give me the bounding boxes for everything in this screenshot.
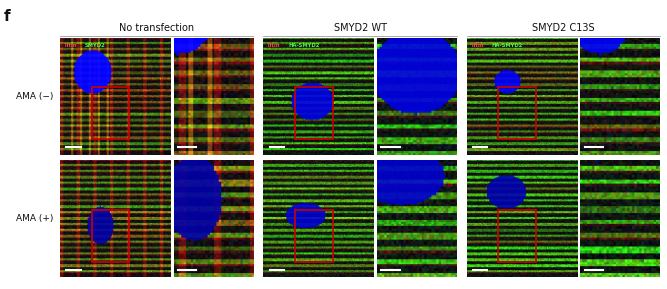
Text: AMA (−): AMA (−) (16, 92, 53, 101)
Bar (498, 87, 536, 139)
Text: Titin: Titin (266, 43, 279, 48)
Bar (498, 210, 536, 262)
Text: SMYD2 C13S: SMYD2 C13S (532, 23, 595, 33)
Bar (295, 210, 333, 262)
Text: HA-SMYD2: HA-SMYD2 (492, 43, 523, 48)
Text: HA-SMYD2: HA-SMYD2 (288, 43, 319, 48)
Text: Titin: Titin (470, 43, 483, 48)
Bar (91, 87, 129, 139)
Bar (91, 210, 129, 262)
Text: SMYD2: SMYD2 (85, 43, 106, 48)
Text: AMA (+): AMA (+) (16, 214, 53, 223)
Text: f: f (3, 9, 10, 24)
Bar (295, 87, 333, 139)
Text: Titin: Titin (63, 43, 76, 48)
Text: SMYD2 WT: SMYD2 WT (334, 23, 387, 33)
Text: No transfection: No transfection (119, 23, 194, 33)
